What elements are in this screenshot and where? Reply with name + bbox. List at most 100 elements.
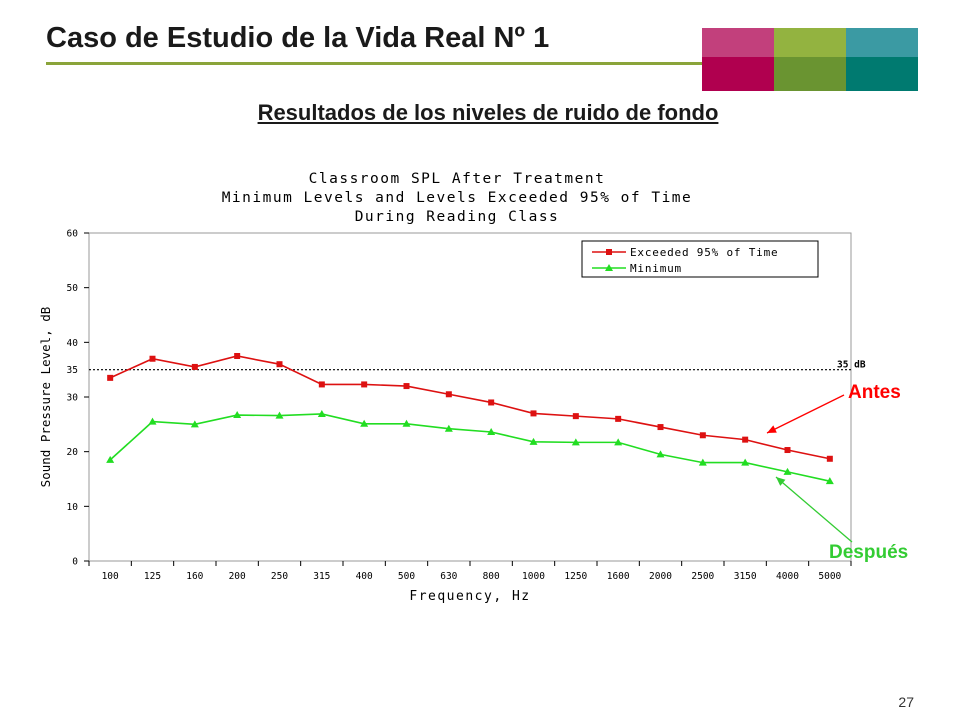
x-tick-label: 3150 [734, 571, 757, 582]
x-tick-label: 400 [356, 571, 373, 582]
reference-line-label: 35 dB [837, 360, 866, 371]
swatch-bottom-3 [846, 57, 918, 91]
swatch-top-3 [846, 28, 918, 57]
chart-title: Classroom SPL After Treatment Minimum Lev… [222, 171, 693, 225]
data-point [571, 438, 580, 446]
data-point [784, 447, 791, 454]
arrow-head [767, 425, 777, 433]
x-tick-label: 125 [144, 571, 161, 582]
data-point [190, 420, 199, 428]
data-point [317, 409, 326, 417]
data-point [191, 363, 198, 370]
x-tick-label: 630 [440, 571, 457, 582]
data-point [148, 417, 157, 425]
data-point [318, 381, 325, 388]
data-point [530, 410, 537, 417]
series-1 [107, 353, 833, 462]
y-axis: 0 10 20 30 40 50 60 35 Sound Pressure Level, dB [38, 229, 89, 568]
x-tick-label: 800 [483, 571, 500, 582]
data-point [699, 432, 706, 439]
data-point [402, 419, 411, 427]
data-point [615, 415, 622, 422]
data-point [614, 438, 623, 446]
data-point [234, 353, 241, 359]
x-tick-label: 4000 [776, 571, 799, 582]
data-point [361, 381, 368, 388]
x-tick-label: 2000 [649, 571, 672, 582]
data-point [783, 467, 792, 475]
data-point [825, 477, 834, 485]
series-line [109, 413, 831, 482]
x-axis: 100 125 160 200 250 315 400 500 630 800 1000 1250 16… [88, 561, 852, 604]
y-tick-label: 20 [67, 447, 79, 458]
data-point [276, 361, 283, 368]
x-axis-label: Frequency, Hz [409, 589, 530, 604]
arrow-shaft [775, 476, 853, 543]
title-underline [46, 62, 702, 65]
data-point [233, 411, 242, 419]
data-point [741, 458, 750, 466]
data-point [275, 411, 284, 419]
x-tick-label: 100 [102, 571, 119, 582]
data-point [826, 455, 833, 462]
x-tick-label: 500 [398, 571, 415, 582]
legend-label: Minimum [630, 262, 682, 275]
data-point [149, 355, 156, 362]
x-tick-label: 1250 [564, 571, 587, 582]
antes-arrow [766, 394, 845, 434]
data-point [106, 455, 115, 463]
x-tick-label: 250 [271, 571, 288, 582]
legend-box [581, 240, 819, 278]
chart-title-line-1: Classroom SPL After Treatment [309, 171, 606, 187]
data-point [444, 424, 453, 432]
data-point [107, 374, 114, 381]
plot-area [88, 232, 852, 562]
series-line [109, 355, 830, 460]
antes-callout: Antes [848, 382, 901, 403]
chart-title-line-2: Minimum Levels and Levels Exceeded 95% o… [222, 190, 693, 206]
chart-title-line-3: During Reading Class [355, 209, 560, 225]
arrow-shaft [766, 394, 845, 434]
data-point [572, 413, 579, 420]
legend-marker [605, 264, 613, 271]
reference-line-35db: 35 dB [89, 360, 866, 371]
data-point [698, 458, 707, 466]
series-2 [106, 409, 834, 485]
x-tick-label: 2500 [691, 571, 714, 582]
despues-arrow [775, 476, 853, 543]
y-tick-label: 30 [67, 393, 79, 404]
data-point [360, 419, 369, 427]
legend-marker [606, 249, 612, 255]
data-point [488, 399, 495, 406]
x-tick-label: 1600 [607, 571, 630, 582]
slide-title: Caso de Estudio de la Vida Real Nº 1 [46, 22, 550, 54]
x-tick-label: 5000 [818, 571, 841, 582]
y-tick-label: 40 [67, 338, 79, 349]
y-tick-label: 0 [72, 557, 78, 568]
data-point [403, 383, 410, 390]
swatch-top-2 [774, 28, 846, 57]
callout-arrows [766, 394, 853, 543]
data-point [529, 437, 538, 445]
swatch-bottom-1 [702, 57, 774, 91]
y-tick-label: 50 [67, 283, 79, 294]
legend-label: Exceeded 95% of Time [630, 246, 778, 259]
x-tick-label: 315 [313, 571, 330, 582]
slide-subtitle: Resultados de los niveles de ruido de fo… [257, 100, 719, 125]
arrow-head [776, 477, 786, 486]
y-tick-label: 60 [67, 229, 79, 240]
x-tick-label: 160 [186, 571, 203, 582]
y-tick-label: 10 [67, 502, 79, 513]
data-point [742, 436, 749, 443]
y-axis-label: Sound Pressure Level, dB [38, 307, 53, 488]
x-tick-label: 1000 [522, 571, 545, 582]
swatch-top-1 [702, 28, 774, 57]
data-point [445, 391, 452, 398]
x-tick-label: 200 [229, 571, 246, 582]
data-point [657, 424, 664, 431]
series-layer [106, 353, 834, 485]
data-point [656, 450, 665, 458]
swatch-bottom-2 [774, 57, 846, 91]
page-number: 27 [898, 694, 914, 710]
